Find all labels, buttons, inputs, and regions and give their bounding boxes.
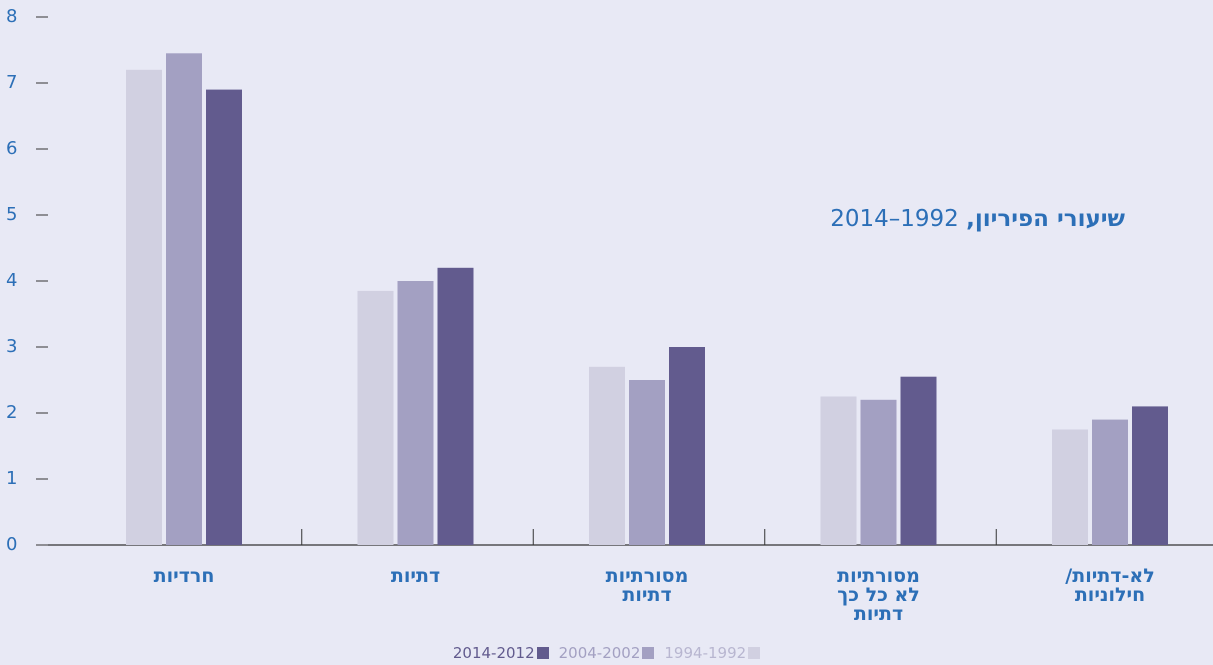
bar [669, 347, 705, 545]
x-tick-label: מסורתיות לא כל כך דתיות [779, 567, 979, 624]
x-tick-label: דתיות [316, 567, 516, 586]
bar [438, 268, 474, 545]
y-tick-label: 2 [6, 402, 17, 423]
legend-swatch [748, 647, 760, 659]
legend-item: 2014-2012 [453, 644, 549, 662]
bar [1092, 420, 1128, 545]
legend-swatch [642, 647, 654, 659]
chart-subtitle: 1992–2014 [830, 206, 959, 232]
y-tick-label: 4 [6, 270, 17, 291]
bar [166, 53, 202, 545]
y-tick-label: 0 [6, 534, 17, 555]
bar [1132, 406, 1168, 545]
bar [589, 367, 625, 545]
bar [901, 377, 937, 545]
x-tick-label: חרדיות [84, 567, 284, 586]
chart-title-block: שיעורי הפיריון, 1992–2014 [830, 206, 1125, 232]
legend-item: 1994-1992 [664, 644, 760, 662]
legend-label: 2004-2002 [559, 644, 641, 662]
page: {"chart_data": {"type": "bar", "title": … [0, 0, 1213, 665]
x-tick-label: לא-דתיות/ חילוניות [1010, 567, 1210, 605]
legend-swatch [537, 647, 549, 659]
bar [821, 397, 857, 546]
bar [206, 90, 242, 545]
bar [126, 70, 162, 545]
bar [358, 291, 394, 545]
y-tick-label: 3 [6, 336, 17, 357]
legend-label: 2014-2012 [453, 644, 535, 662]
chart-title: שיעורי הפיריון, [966, 206, 1125, 232]
y-tick-label: 6 [6, 138, 17, 159]
y-tick-label: 7 [6, 72, 17, 93]
legend-item: 2004-2002 [559, 644, 655, 662]
bar [398, 281, 434, 545]
y-tick-label: 8 [6, 6, 17, 27]
y-tick-label: 1 [6, 468, 17, 489]
legend-label: 1994-1992 [664, 644, 746, 662]
bar [629, 380, 665, 545]
x-tick-label: מסורתיות דתיות [547, 567, 747, 605]
y-tick-label: 5 [6, 204, 17, 225]
legend: 1994-1992 2004-2002 2014-2012 [0, 644, 1213, 662]
bar [1052, 430, 1088, 546]
bar [861, 400, 897, 545]
